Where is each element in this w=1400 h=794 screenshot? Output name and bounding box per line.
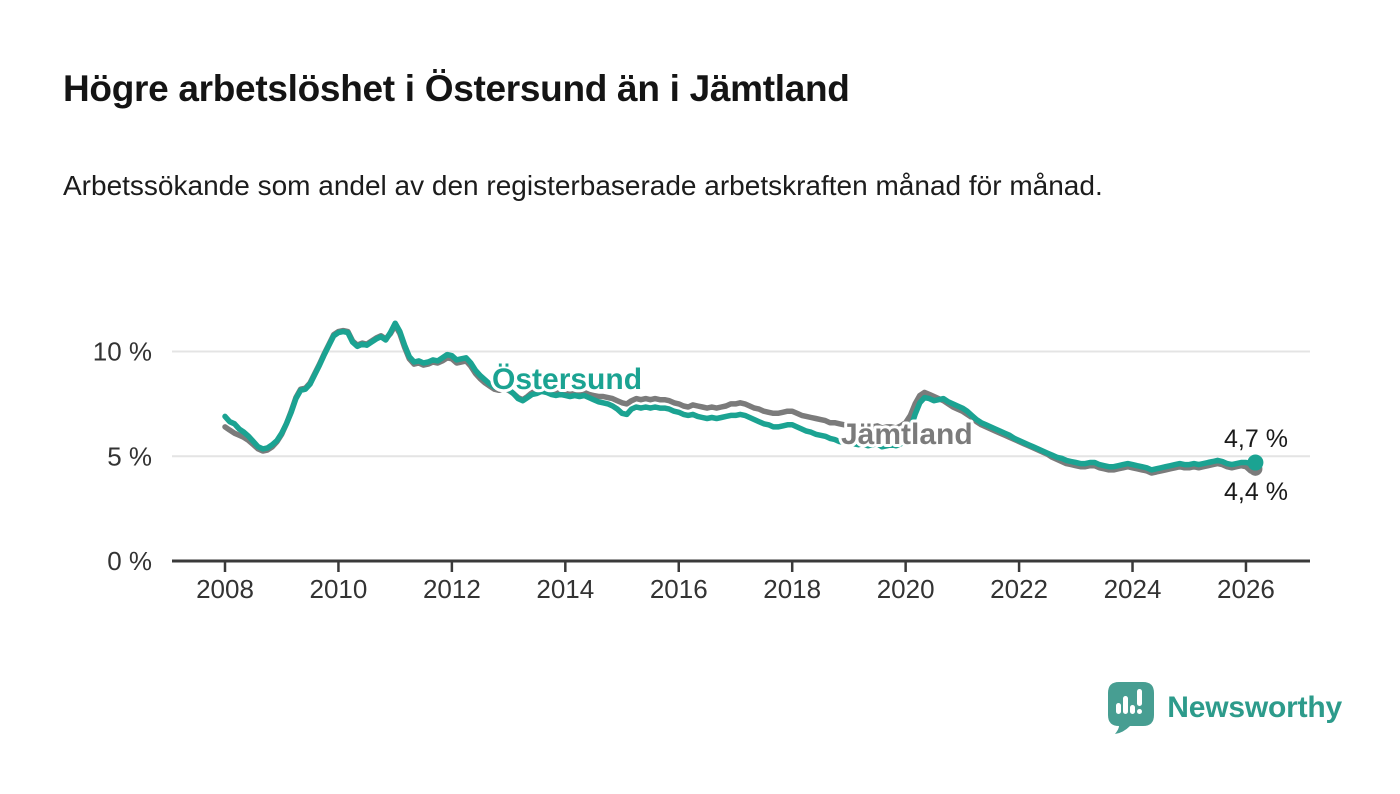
newsworthy-logo: Newsworthy xyxy=(1108,682,1342,734)
x-axis-tick-label: 2020 xyxy=(877,574,935,604)
newsworthy-logo-text: Newsworthy xyxy=(1167,691,1342,724)
x-axis-tick-label: 2024 xyxy=(1104,574,1162,604)
page-subtitle: Arbetssökande som andel av den registerb… xyxy=(63,170,1103,201)
x-axis-tick-label: 2014 xyxy=(536,574,594,604)
y-axis-tick-label: 5 % xyxy=(107,441,152,471)
series-end-value-ostersund: 4,7 % xyxy=(1224,425,1288,453)
bar-1 xyxy=(1116,703,1122,714)
y-axis-tick-label: 0 % xyxy=(107,546,152,576)
x-axis-tick-label: 2012 xyxy=(423,574,481,604)
bar-2 xyxy=(1123,696,1129,714)
page-title: Högre arbetslöshet i Östersund än i Jämt… xyxy=(63,68,850,109)
series-line-ostersund xyxy=(222,320,1259,473)
x-axis-tick-label: 2022 xyxy=(990,574,1048,604)
x-axis-tick-label: 2018 xyxy=(763,574,821,604)
series-label-ostersund: Östersund xyxy=(492,363,642,396)
y-axis-tick-label: 10 % xyxy=(93,337,152,367)
series-line-jamtland xyxy=(222,322,1259,476)
x-axis-tick-label: 2016 xyxy=(650,574,708,604)
x-axis-tick-label: 2010 xyxy=(310,574,368,604)
x-axis-tick-label: 2008 xyxy=(196,574,254,604)
series-end-dot-ostersund xyxy=(1247,454,1264,471)
exclamation-dot xyxy=(1137,709,1143,714)
exclamation-bar xyxy=(1137,689,1143,706)
newsworthy-logo-icon xyxy=(1108,682,1155,734)
bar-3 xyxy=(1130,705,1136,714)
x-axis-tick-label: 2026 xyxy=(1217,574,1275,604)
series-label-jamtland: Jämtland xyxy=(841,418,973,451)
series-end-value-jamtland: 4,4 % xyxy=(1224,478,1288,506)
